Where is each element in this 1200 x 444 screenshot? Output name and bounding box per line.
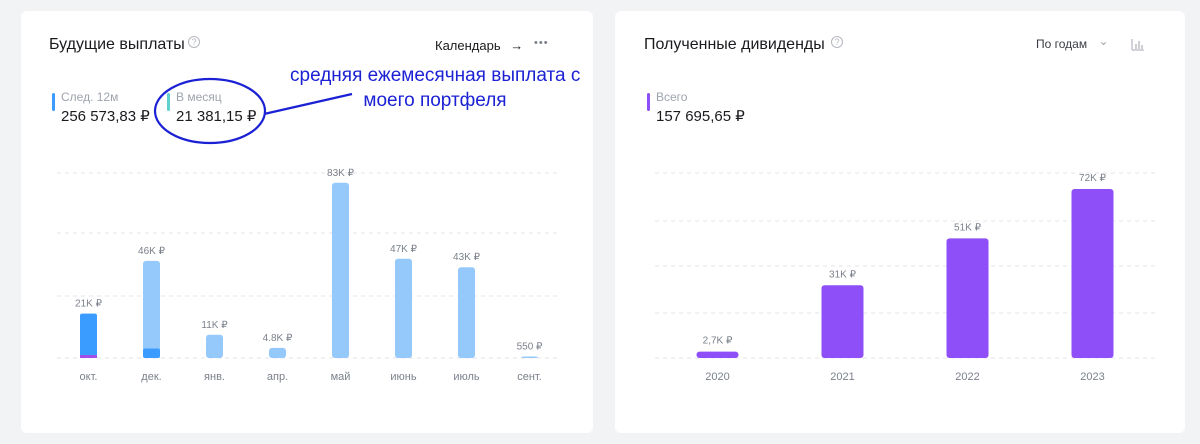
future-payouts-card: Будущие выплаты ? Календарь → ••• След. … — [21, 11, 593, 433]
stat-value: 256 573,83 ₽ — [61, 108, 150, 125]
bar-value-label: 21K ₽ — [75, 299, 103, 310]
bar — [946, 238, 989, 358]
bar-confirmed-segment — [80, 313, 97, 358]
received-dividends-chart: 2,7K ₽ 2020 31K ₽ 2021 51K ₽ 2022 72K ₽ 2023 — [655, 172, 1155, 383]
stat-value: 21 381,15 ₽ — [176, 108, 257, 125]
annotation-line: средняя ежемесячная выплата с — [290, 65, 581, 86]
bar — [1071, 189, 1114, 358]
stat-total: Всего 157 695,65 ₽ — [647, 90, 745, 125]
period-select[interactable]: По годам ⌄ — [1036, 34, 1109, 51]
x-tick-label: окт. — [80, 371, 98, 383]
x-tick-label: июль — [453, 371, 480, 383]
stat-color-marker — [647, 93, 650, 111]
bar-planned — [521, 356, 538, 358]
bar-value-label: 72K ₽ — [1079, 173, 1107, 184]
annotation-line: моего портфеля — [363, 90, 507, 111]
bar-planned — [395, 258, 412, 358]
bar-chart-icon[interactable] — [1131, 38, 1145, 51]
bar-planned — [458, 267, 475, 358]
stat-per-month: В месяц 21 381,15 ₽ — [167, 90, 256, 125]
bar-value-label: 43K ₽ — [453, 252, 481, 263]
bar-value-label: 550 ₽ — [517, 342, 543, 353]
stat-color-marker — [52, 93, 55, 111]
bar-planned — [143, 260, 160, 358]
x-tick-label: апр. — [267, 371, 288, 383]
chevron-down-icon: ⌄ — [1098, 34, 1109, 48]
calendar-label: Календарь — [435, 38, 501, 53]
annotation-circle — [153, 77, 267, 145]
x-tick-label: сент. — [517, 371, 542, 383]
received-dividends-title: Полученные дивиденды — [644, 36, 825, 53]
stat-label: Всего — [656, 90, 688, 104]
x-tick-label: янв. — [204, 371, 225, 383]
bar-value-label: 51K ₽ — [954, 222, 982, 233]
x-tick-label: 2022 — [955, 371, 979, 383]
calendar-link[interactable]: Календарь → — [435, 38, 523, 53]
stat-next-12m: След. 12м 256 573,83 ₽ — [52, 90, 150, 125]
x-tick-label: 2023 — [1080, 371, 1104, 383]
annotation-pointer-line — [263, 92, 353, 116]
bar-value-label: 11K ₽ — [201, 320, 228, 331]
arrow-right-icon: → — [510, 38, 524, 53]
x-tick-label: дек. — [141, 371, 161, 383]
more-options-icon[interactable]: ••• — [534, 37, 549, 49]
bar-planned — [269, 347, 286, 358]
bar-planned — [206, 334, 223, 358]
x-tick-label: 2021 — [830, 371, 854, 383]
stat-color-marker — [167, 93, 170, 111]
help-icon[interactable]: ? — [831, 36, 843, 48]
x-tick-label: май — [331, 371, 351, 383]
received-dividends-card: Полученные дивиденды ? По годам ⌄ Всего … — [615, 11, 1185, 433]
stat-value: 157 695,65 ₽ — [656, 108, 745, 125]
period-select-label: По годам — [1036, 37, 1088, 51]
bar-value-label: 83K ₽ — [327, 168, 355, 179]
x-tick-label: июнь — [390, 371, 416, 383]
future-payouts-chart: 21K ₽ окт. 46K ₽ дек. 11K ₽ янв. 4.8K ₽ апр. 83K… — [57, 168, 561, 383]
bar-value-label: 46K ₽ — [138, 246, 166, 257]
stat-label: В месяц — [176, 90, 222, 104]
bar-planned — [332, 182, 349, 358]
bar-value-label: 31K ₽ — [829, 269, 857, 280]
bar-extra-segment — [80, 355, 97, 358]
annotation-text: средняя ежемесячная выплата с моего порт… — [290, 63, 580, 113]
x-tick-label: 2020 — [705, 371, 729, 383]
bar-value-label: 4.8K ₽ — [263, 333, 293, 344]
help-icon[interactable]: ? — [188, 36, 200, 48]
bar — [696, 351, 739, 358]
stat-label: След. 12м — [61, 90, 119, 104]
bar-value-label: 47K ₽ — [390, 244, 418, 255]
bar-confirmed-segment — [143, 348, 160, 358]
bar-value-label: 2,7K ₽ — [703, 336, 733, 347]
future-payouts-title: Будущие выплаты — [49, 36, 185, 53]
bar — [821, 285, 864, 358]
